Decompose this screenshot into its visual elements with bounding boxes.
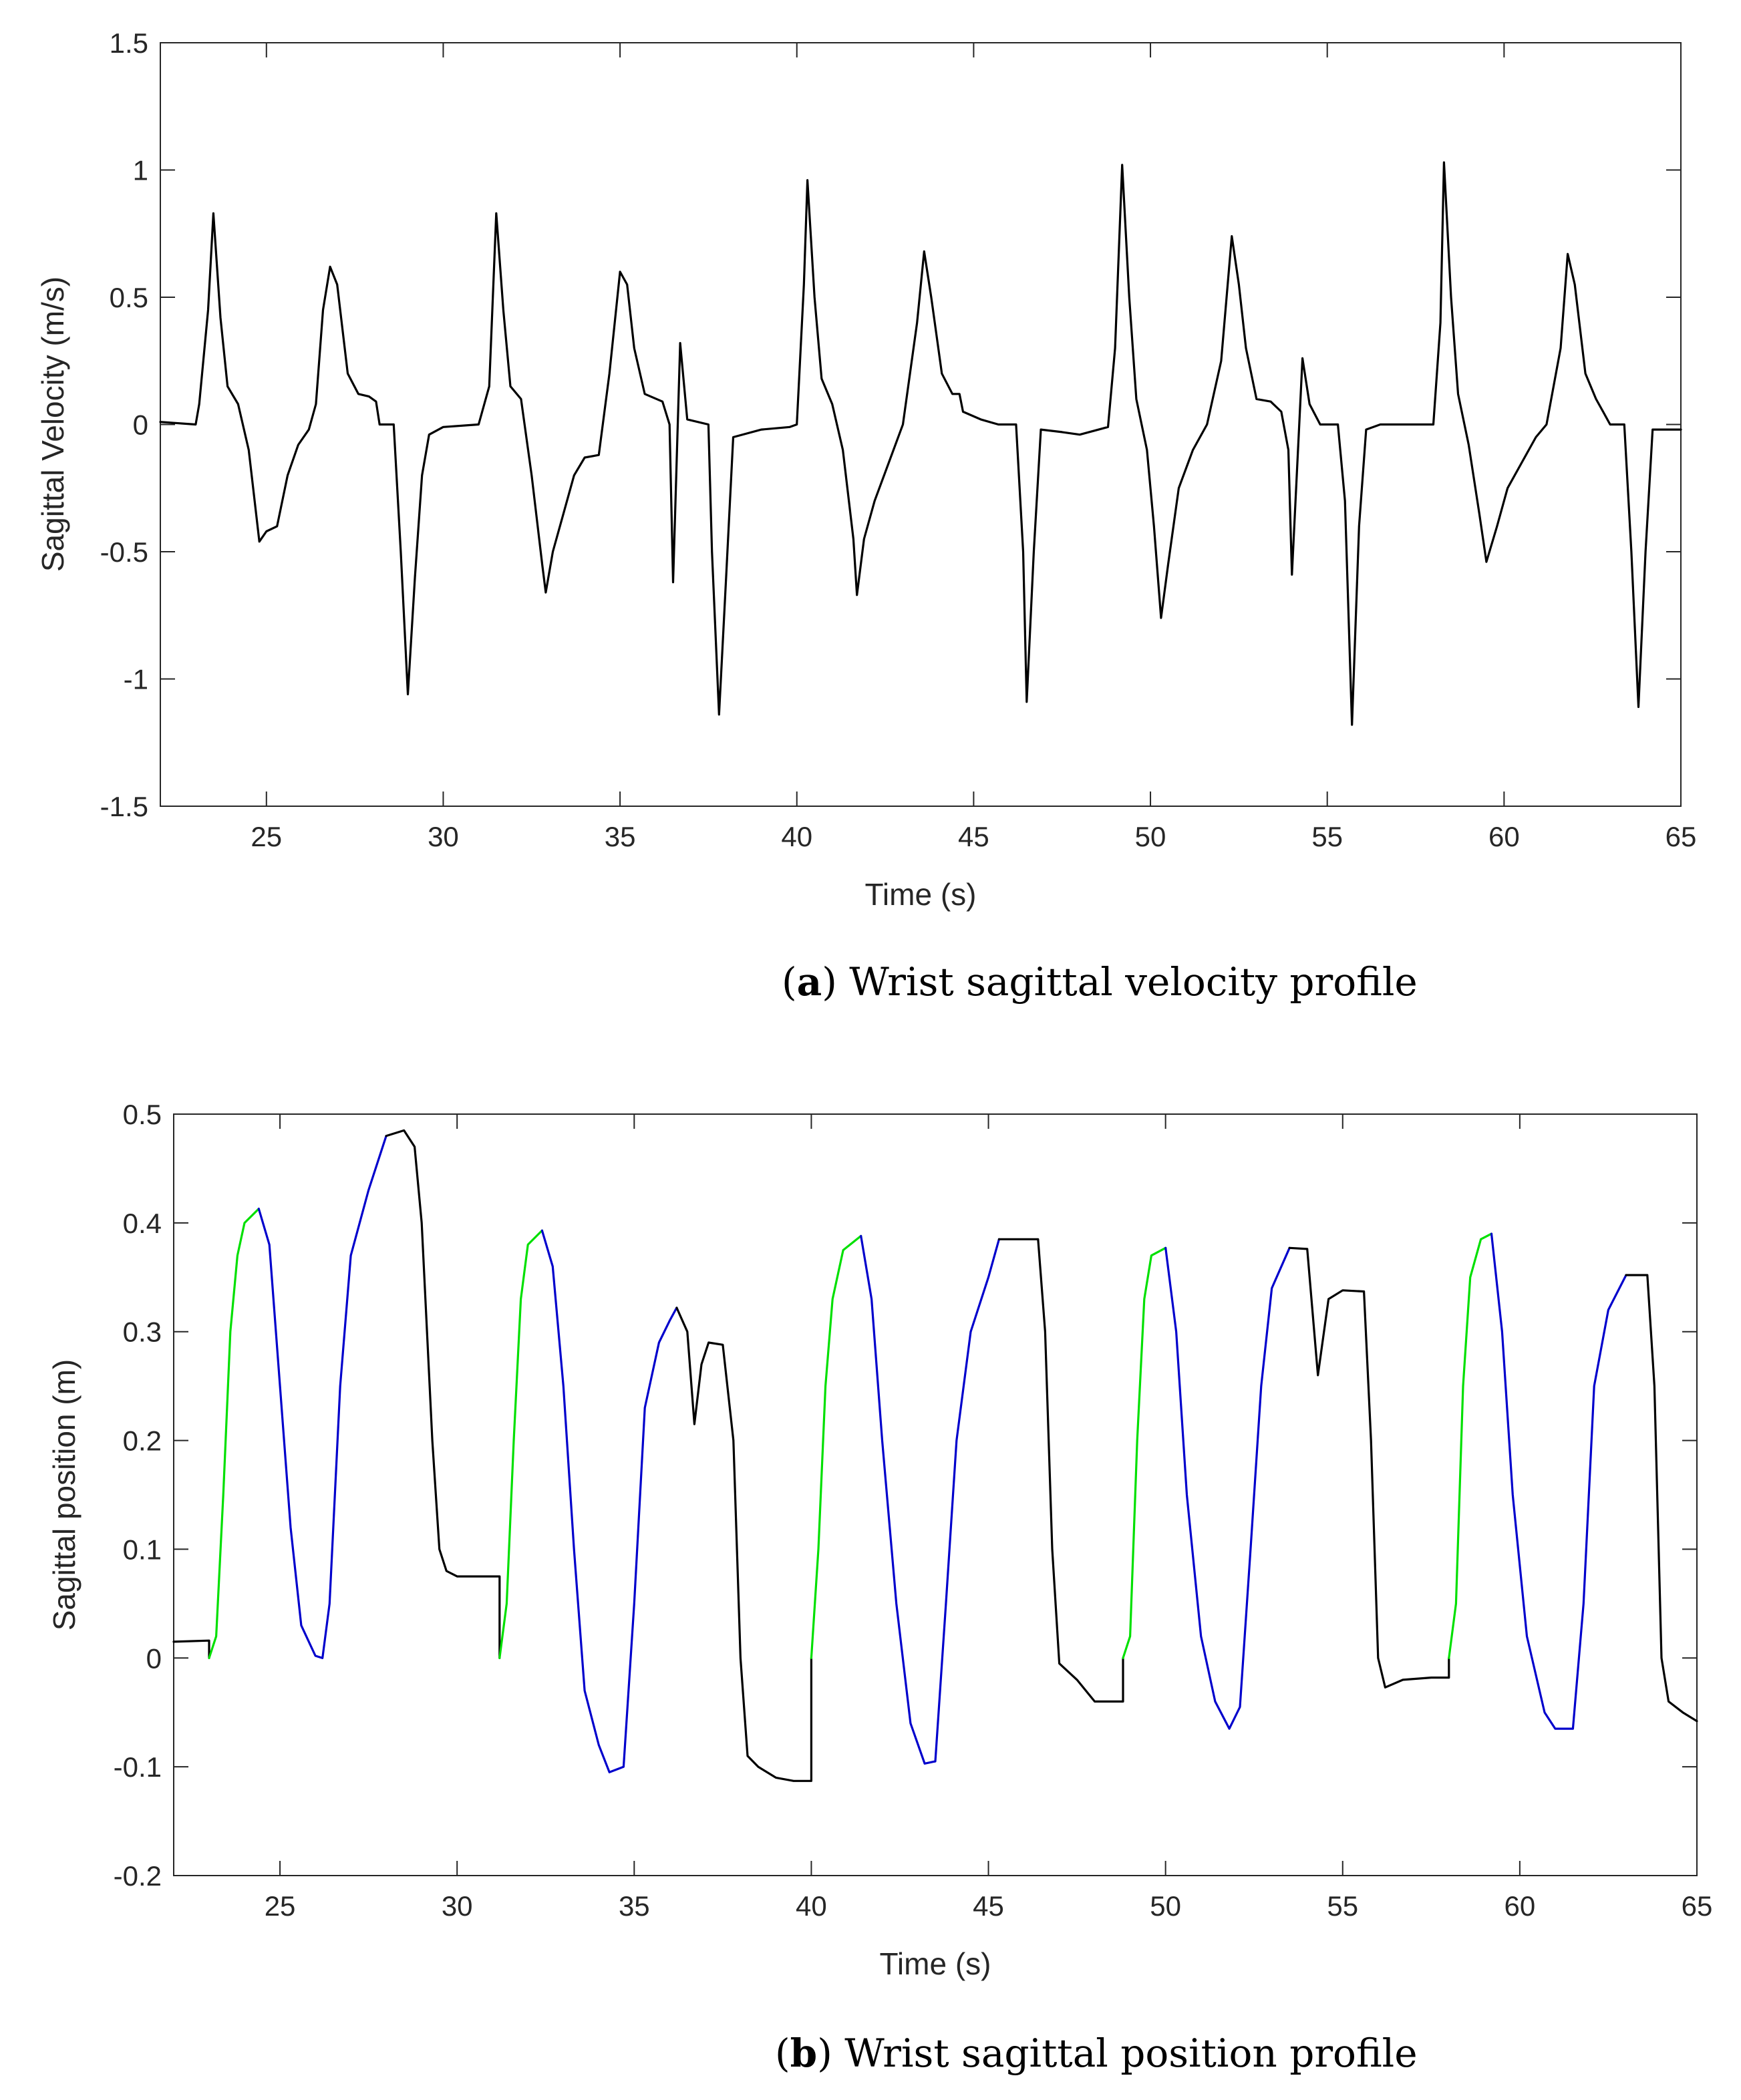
velocity-ytick-label: 1.5: [110, 27, 148, 59]
velocity-series: [159, 161, 1682, 726]
position-ytick-label: 0.4: [123, 1208, 162, 1239]
velocity-y-axis-label: Sagittal Velocity (m/s): [35, 277, 70, 572]
position-x-axis-label: Time (s): [880, 1946, 991, 1981]
position-series: [172, 1129, 1698, 1782]
position-caption-letter: b: [790, 2031, 818, 2076]
position-series-blue-3: [860, 1234, 1001, 1765]
velocity-caption-letter: a: [797, 959, 822, 1005]
position-ytick-label: 0.1: [123, 1534, 162, 1565]
position-y-axis-label: Sagittal position (m): [47, 1359, 82, 1631]
position-series-black-4: [997, 1238, 1124, 1703]
velocity-caption-open: (: [782, 959, 797, 1005]
velocity-ytick-label: 0.5: [110, 282, 148, 313]
velocity-xtick-label: 35: [605, 821, 636, 852]
position-ytick-label: 0: [146, 1642, 162, 1674]
velocity-ytick-label: -1: [124, 664, 148, 695]
position-ytick-label: -0.2: [114, 1860, 162, 1892]
velocity-caption-text: ) Wrist sagittal velocity profile: [822, 959, 1418, 1005]
velocity-xtick-label: 60: [1488, 821, 1520, 852]
position-xtick-label: 50: [1150, 1890, 1181, 1922]
position-xtick-label: 35: [619, 1890, 650, 1922]
position-ticks: 25 30 35 40 45 50 55 60 65 -0.2 -0.1 0 0.1 0.2 0.3 0.4 0…: [114, 1099, 1713, 1922]
position-ytick-label: 0.2: [123, 1425, 162, 1457]
position-caption: (b) Wrist sagittal position profile: [775, 2031, 1418, 2076]
position-xtick-label: 60: [1505, 1890, 1536, 1922]
position-series-green-3: [810, 1234, 862, 1659]
position-caption-open: (: [775, 2031, 790, 2076]
position-caption-text: ) Wrist sagittal position profile: [817, 2031, 1417, 2076]
position-xtick-label: 40: [796, 1890, 827, 1922]
position-chart: 25 30 35 40 45 50 55 60 65 -0.2 -0.1 0 0.1 0.2 0.3 0.4 0…: [47, 1099, 1712, 2076]
velocity-caption: (a) Wrist sagittal velocity profile: [782, 959, 1418, 1005]
position-xtick-label: 65: [1682, 1890, 1713, 1922]
velocity-ytick-label: -1.5: [100, 791, 148, 822]
velocity-chart: 25 30 35 40 45 50 55 60 65 -1.5 -1 -0.5 0 0.5 1 1.5 Tim…: [35, 27, 1696, 1005]
velocity-xtick-label: 40: [781, 821, 812, 852]
position-xtick-label: 45: [973, 1890, 1004, 1922]
position-series-green-5: [1448, 1232, 1493, 1659]
velocity-x-axis-label: Time (s): [865, 877, 977, 912]
velocity-ytick-label: 0: [133, 409, 148, 441]
position-series-blue-1: [257, 1134, 387, 1659]
velocity-xtick-label: 65: [1666, 821, 1697, 852]
velocity-xtick-label: 45: [958, 821, 989, 852]
velocity-xtick-label: 25: [251, 821, 282, 852]
velocity-ticks: 25 30 35 40 45 50 55 60 65 -1.5 -1 -0.5 0 0.5 1 1.5: [100, 27, 1697, 852]
position-series-black-3: [675, 1306, 813, 1782]
velocity-ytick-label: -0.5: [100, 536, 148, 568]
position-series-green-1: [208, 1208, 260, 1659]
position-series-black-6: [1625, 1274, 1698, 1723]
position-ytick-label: 0.5: [123, 1099, 162, 1130]
position-series-blue-4: [1164, 1246, 1291, 1730]
velocity-xtick-label: 30: [428, 821, 459, 852]
position-series-green-4: [1122, 1246, 1167, 1659]
position-series-black-2: [385, 1129, 501, 1659]
position-series-blue-2: [540, 1229, 678, 1773]
position-series-green-2: [498, 1229, 544, 1659]
velocity-ytick-label: 1: [133, 155, 148, 186]
position-xtick-label: 25: [265, 1890, 296, 1922]
position-xtick-label: 55: [1327, 1890, 1358, 1922]
position-ytick-label: 0.3: [123, 1317, 162, 1348]
velocity-series-velocity: [159, 161, 1682, 726]
position-ytick-label: -0.1: [114, 1751, 162, 1783]
position-xtick-label: 30: [442, 1890, 473, 1922]
velocity-xtick-label: 50: [1135, 821, 1166, 852]
position-series-black-5: [1288, 1246, 1450, 1689]
position-series-blue-5: [1490, 1232, 1627, 1730]
velocity-xtick-label: 55: [1311, 821, 1343, 852]
position-series-black-1: [172, 1639, 210, 1659]
